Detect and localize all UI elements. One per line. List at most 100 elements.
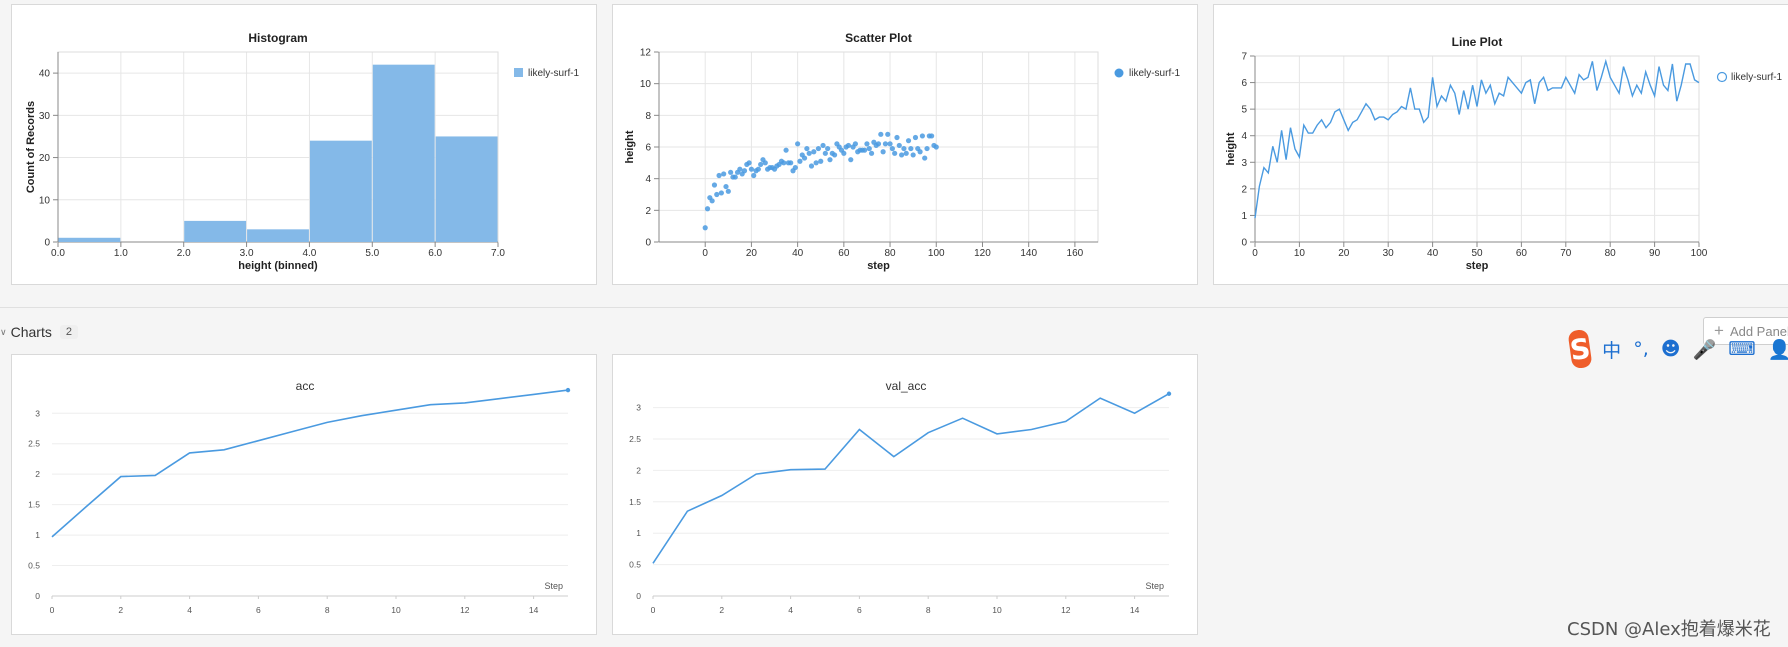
legend-label: likely-surf-1: [528, 68, 580, 79]
legend-swatch: [514, 68, 523, 77]
section-title: Charts: [10, 324, 52, 340]
scatter-point: [841, 150, 847, 156]
histogram-bar: [309, 140, 372, 242]
scatter-point: [929, 133, 935, 139]
y-tick-label: 5: [1241, 105, 1247, 116]
x-tick-label: 100: [928, 248, 945, 259]
x-tick-label: 14: [1130, 605, 1140, 615]
add-panel-label: Add Panel: [1729, 323, 1788, 339]
emoji-icon[interactable]: ☻: [1660, 338, 1681, 360]
scatter-point: [758, 161, 764, 168]
x-tick-label: 8: [325, 605, 330, 615]
scatter-point: [910, 152, 916, 158]
scatter-point: [732, 174, 738, 180]
scatter-point: [702, 225, 708, 231]
x-tick-label: 8: [926, 605, 931, 615]
y-tick-label: 1.5: [629, 497, 641, 507]
scatter-point: [822, 150, 828, 156]
y-tick-label: 1.5: [28, 500, 40, 510]
legend-swatch: [1114, 68, 1124, 78]
chart-title: Histogram: [248, 31, 307, 45]
y-tick-label: 2: [35, 469, 40, 479]
x-tick-label: 140: [1020, 248, 1037, 259]
microphone-icon[interactable]: 🎤: [1692, 338, 1717, 361]
scatter-point: [887, 141, 893, 147]
chinese-mode-icon[interactable]: 中: [1602, 339, 1622, 362]
watermark: CSDN @Alex抱着爆米花: [1567, 619, 1771, 640]
line-chart: Line Plot 0 10 20 30 40 50 60 70 80 90 100 0 1 2 3 4 5 6 7 s…: [1225, 35, 1783, 272]
val-acc-chart: val_acc 0 0.5 1 1.5 2 2.5 3 0 2 4 6 8 10 12 14 Step: [629, 379, 1172, 615]
x-tick-label: 30: [1383, 248, 1395, 259]
scatter-point: [721, 171, 727, 177]
charts-section-header[interactable]: ∨ Charts 2: [0, 318, 200, 346]
scatter-point: [875, 141, 882, 147]
scatter-point: [864, 141, 870, 147]
x-tick-label: 10: [992, 605, 1002, 615]
scatter-point: [896, 142, 902, 149]
x-tick-label: 12: [460, 605, 470, 615]
scatter-point: [811, 149, 817, 155]
sogou-logo-icon[interactable]: S: [1567, 328, 1593, 370]
x-tick-label: 4: [788, 605, 793, 615]
y-tick-label: 4: [1241, 131, 1247, 142]
keyboard-icon[interactable]: ⌨: [1728, 338, 1756, 360]
y-tick-label: 2.5: [28, 439, 40, 449]
scatter-point: [892, 150, 898, 156]
scatter-point: [905, 138, 912, 144]
add-panel-button[interactable]: + Add Panel: [1703, 317, 1788, 345]
x-tick-label: 60: [1516, 248, 1528, 259]
scatter-point: [795, 141, 801, 147]
scatter-point: [781, 160, 787, 166]
scatter-point: [862, 147, 868, 153]
y-tick-label: 1: [35, 530, 40, 540]
histogram-bar: [372, 64, 435, 242]
scatter-point: [852, 141, 858, 147]
ime-toolbar[interactable]: S 中 °, ☻ 🎤 ⌨ 👤: [1567, 326, 1788, 372]
x-tick-label: 2.0: [177, 248, 191, 259]
acc-panel: acc 0 0.5 1 1.5 2 2.5 3 0 2 4 6 8 10 12 14 Step: [11, 354, 597, 635]
histogram-bar: [435, 136, 498, 242]
x-tick-label: 0.0: [51, 248, 65, 259]
legend-swatch: [1716, 71, 1728, 83]
histogram-bar: [58, 237, 121, 242]
y-tick-label: 6: [1241, 78, 1247, 89]
scatter-point: [818, 158, 824, 164]
x-tick-label: 0: [50, 605, 55, 615]
x-tick-label: 10: [1294, 248, 1306, 259]
y-tick-label: 2: [636, 465, 641, 475]
scatter-point: [901, 145, 907, 152]
scatter-point: [922, 155, 928, 161]
punctuation-icon[interactable]: °,: [1633, 338, 1649, 360]
scatter-point: [725, 188, 731, 194]
x-tick-label: 70: [1560, 248, 1572, 259]
scatter-point: [912, 134, 919, 141]
y-tick-label: 1: [1241, 211, 1247, 222]
scatter-point: [917, 149, 923, 155]
x-tick-label: 6.0: [428, 248, 442, 259]
scatter-point: [903, 150, 909, 156]
scatter-point: [827, 157, 833, 163]
y-tick-label: 10: [39, 195, 51, 206]
scatter-point: [806, 150, 812, 156]
histogram-panel: Histogram 0.0 1.0 2.0 3.0 4.0 5.0 6.0 7.0 0 10 20 30…: [11, 4, 597, 285]
histogram-bar: [184, 220, 247, 242]
y-tick-label: 3: [1241, 158, 1247, 169]
scatter-point: [815, 145, 822, 152]
x-tick-label: 0: [651, 605, 656, 615]
scatter-point: [868, 150, 875, 156]
scatter-point: [792, 164, 798, 171]
y-tick-label: 2.5: [629, 434, 641, 444]
series-line: [652, 393, 1170, 564]
scatter-point: [885, 131, 891, 137]
y-tick-label: 2: [1241, 184, 1247, 195]
scatter-point: [748, 166, 755, 172]
scatter-point: [746, 160, 752, 166]
chevron-down-icon[interactable]: ∨: [0, 326, 7, 337]
x-tick-label: 60: [838, 248, 850, 259]
scatter-point: [889, 145, 895, 152]
y-tick-label: 3: [636, 403, 641, 413]
chart-title: acc: [296, 379, 315, 393]
user-icon[interactable]: 👤: [1767, 338, 1788, 361]
step-label: Step: [1145, 581, 1164, 591]
last-point-marker: [1166, 391, 1172, 396]
